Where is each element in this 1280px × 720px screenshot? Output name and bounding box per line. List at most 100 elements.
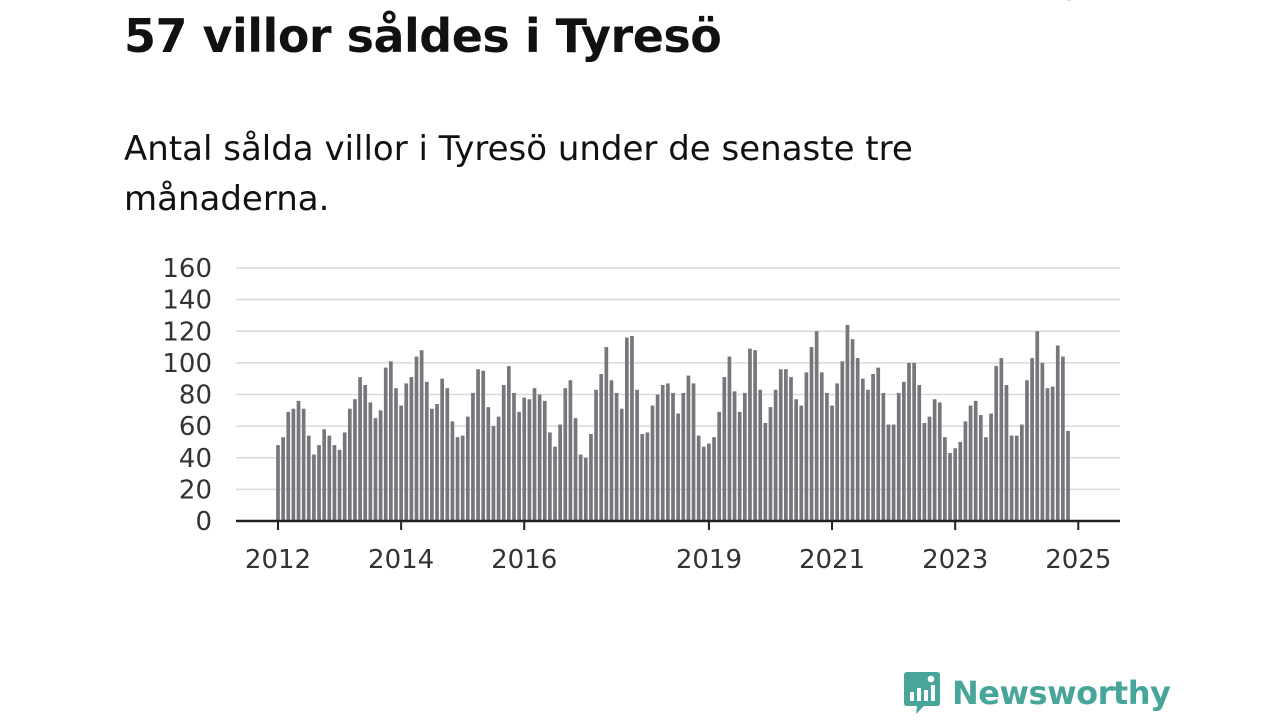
bar — [312, 454, 316, 521]
bar — [999, 358, 1004, 521]
bar — [301, 408, 306, 521]
bar — [773, 389, 778, 521]
bar — [650, 405, 655, 521]
bar — [276, 445, 280, 521]
bar — [666, 383, 670, 521]
x-tick-label: 2023 — [922, 545, 988, 575]
bar — [994, 366, 999, 521]
bar — [676, 413, 680, 521]
bar — [732, 391, 737, 521]
bar — [789, 377, 793, 521]
bar — [850, 339, 855, 521]
x-tick-label: 2021 — [799, 545, 865, 575]
bar — [1061, 356, 1065, 521]
grid-lines — [236, 267, 1120, 491]
bar — [553, 446, 557, 521]
bar — [819, 372, 824, 521]
bar — [1055, 345, 1060, 521]
bar — [542, 400, 547, 521]
bar — [332, 445, 337, 521]
bar — [840, 361, 845, 521]
bar — [322, 429, 327, 521]
y-tick-label: 20 — [179, 475, 212, 505]
bar — [799, 405, 804, 521]
bar — [1020, 424, 1024, 521]
bar — [589, 434, 593, 521]
bar — [368, 402, 373, 521]
bar — [599, 373, 604, 521]
bar — [835, 383, 840, 521]
bar — [337, 449, 342, 521]
y-tick-label: 120 — [162, 317, 212, 347]
bar — [476, 369, 480, 521]
bar — [296, 400, 301, 521]
bar — [450, 421, 455, 521]
y-tick-label: 40 — [179, 444, 212, 474]
bar — [989, 413, 993, 521]
bar — [640, 434, 645, 521]
bar — [440, 378, 445, 521]
bar — [825, 392, 829, 521]
brand-name: Newsworthy — [952, 674, 1171, 712]
bar — [707, 443, 711, 521]
bar — [460, 435, 465, 521]
bar — [1009, 435, 1014, 521]
bar — [804, 372, 809, 521]
bar — [317, 445, 321, 521]
bar — [409, 377, 414, 521]
bar — [614, 392, 619, 521]
bar — [394, 388, 398, 521]
bar — [486, 407, 491, 521]
bars — [276, 324, 1070, 521]
bar — [855, 358, 860, 521]
bar — [496, 416, 501, 521]
y-tick-label: 140 — [162, 286, 212, 316]
y-tick-label: 160 — [162, 254, 212, 284]
bar — [435, 403, 439, 521]
bar — [784, 369, 788, 521]
bar — [378, 410, 383, 521]
bar — [1050, 386, 1055, 521]
bar — [696, 435, 701, 521]
bar — [1030, 358, 1034, 521]
bar — [327, 435, 332, 521]
bar — [568, 380, 573, 521]
bar — [1014, 435, 1019, 521]
bar — [609, 380, 614, 521]
bar — [932, 399, 937, 521]
bar — [1004, 385, 1009, 521]
x-tick-label: 2014 — [368, 545, 434, 575]
data-labels: 57 — [1059, 0, 1098, 10]
bar — [399, 405, 403, 521]
y-tick-label: 80 — [179, 381, 212, 411]
x-tick-label: 2012 — [245, 545, 311, 575]
bar — [424, 381, 429, 521]
bar — [830, 405, 834, 521]
y-tick-label: 60 — [179, 412, 212, 442]
bar — [389, 361, 393, 521]
bar — [430, 408, 434, 521]
bar — [860, 378, 865, 521]
bar — [363, 385, 368, 521]
bar — [655, 394, 660, 521]
bar — [558, 424, 562, 521]
bar — [501, 385, 506, 521]
page-title: 57 villor såldes i Tyresö — [124, 9, 722, 63]
y-tick-label: 0 — [195, 507, 212, 537]
bar — [753, 350, 757, 521]
bar — [481, 370, 486, 521]
bar — [758, 389, 763, 521]
bar — [286, 411, 291, 521]
bar — [455, 437, 460, 521]
bar — [937, 402, 942, 521]
bar — [281, 437, 285, 521]
bar — [722, 377, 727, 521]
bar — [306, 435, 311, 521]
bar — [907, 362, 911, 521]
bar — [922, 422, 927, 521]
bar — [866, 389, 870, 521]
bar — [342, 432, 347, 521]
bar — [291, 408, 296, 521]
